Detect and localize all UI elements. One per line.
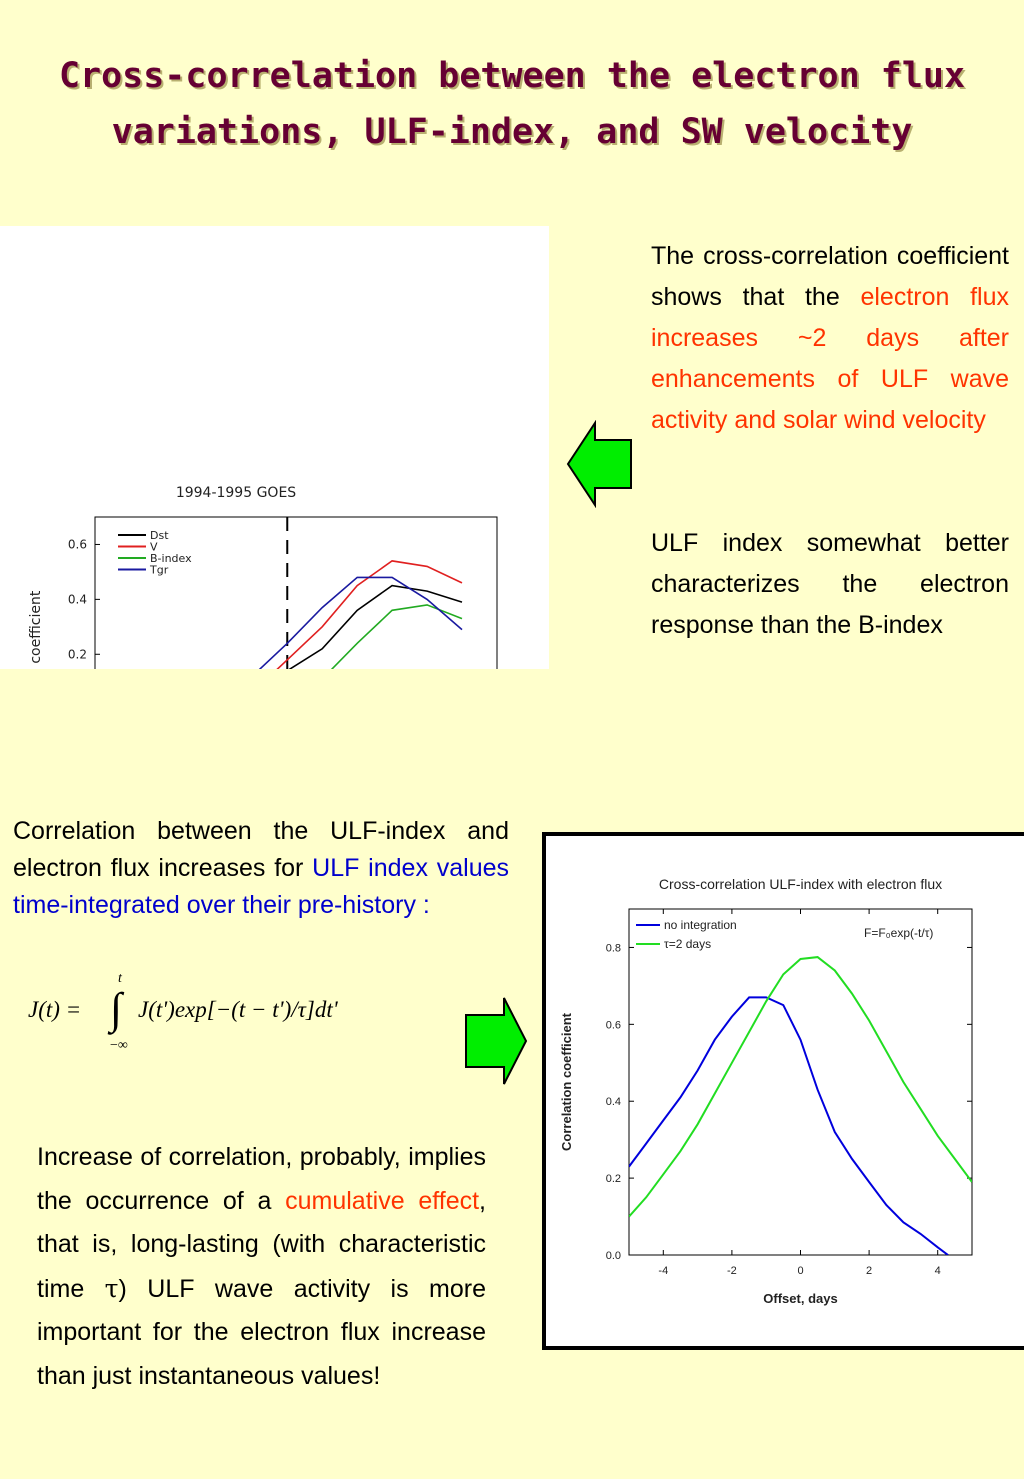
right-arrow-icon xyxy=(465,997,528,1085)
y-axis-label: Correlation coefficient xyxy=(28,590,44,669)
y-axis-label: Correlation coefficient xyxy=(559,1012,574,1151)
y-tick-label: 0.2 xyxy=(606,1173,621,1185)
right-paragraph-1-plain: The cross-correlation coefficient shows … xyxy=(651,242,1009,311)
legend-label: B-index xyxy=(150,552,192,565)
y-tick-label: 0.6 xyxy=(68,537,87,551)
series-line-v xyxy=(276,560,463,669)
formula-rhs: J(t')exp[−(t − t')/τ]dt' xyxy=(138,997,338,1022)
legend-label: no integration xyxy=(664,918,737,932)
left-paragraph-2-a: Increase of correlation, probably, impli… xyxy=(37,1143,486,1215)
chart-goes-svg: 1994-1995 GOES-4-20246-0.4-0.20.00.20.40… xyxy=(28,485,498,669)
series-line-b-index xyxy=(330,604,463,669)
x-tick-label: -4 xyxy=(658,1265,668,1277)
formula-lhs: J(t) = xyxy=(28,997,82,1022)
legend-label: V xyxy=(150,541,158,554)
slide-title-line1: Cross-correlation between the electron f… xyxy=(58,56,966,96)
left-paragraph-1-plain: Correlation between the ULF-index and el… xyxy=(13,817,509,882)
left-paragraph-2-b: , that is, long-lasting (with characteri… xyxy=(37,1186,486,1303)
right-paragraph-2: ULF index somewhat better characterizes … xyxy=(651,529,1009,639)
x-tick-label: 4 xyxy=(935,1265,941,1277)
left-paragraph-2-highlight: cumulative effect xyxy=(285,1186,480,1215)
tau-symbol: τ xyxy=(104,1273,119,1303)
y-tick-label: 0.0 xyxy=(606,1250,621,1262)
integral-upper-limit: t xyxy=(118,971,122,986)
y-tick-label: 0.4 xyxy=(606,1096,621,1108)
slide-title: Cross-correlation between the electron f… xyxy=(0,48,1024,160)
integral-sign: ∫ xyxy=(110,984,123,1033)
x-tick-label: -2 xyxy=(727,1265,737,1277)
x-axis-label: Offset, days xyxy=(763,1291,837,1306)
y-tick-label: 0.6 xyxy=(606,1019,621,1031)
right-paragraph-1-highlight: electron flux increases ~2 days after en… xyxy=(651,283,1010,434)
plot-frame xyxy=(94,516,498,669)
slide-title-line2: variations, ULF-index, and SW velocity xyxy=(111,112,913,152)
left-paragraph-1: Correlation between the ULF-index and el… xyxy=(13,813,509,924)
series-line-dst xyxy=(288,584,463,669)
x-tick-label: 2 xyxy=(866,1265,872,1277)
y-tick-label: 0.8 xyxy=(606,942,621,954)
left-paragraph-2-c: ) ULF wave activity is more important fo… xyxy=(37,1274,486,1390)
left-paragraph-1-highlight: ULF index values time-integrated over th… xyxy=(13,854,510,919)
chart-goes-panel: 1994-1995 GOES-4-20246-0.4-0.20.00.20.40… xyxy=(0,226,549,669)
left-arrow-icon xyxy=(566,420,632,508)
left-paragraph-2: Increase of correlation, probably, impli… xyxy=(37,1136,486,1399)
series-line-no-integration xyxy=(629,996,949,1255)
y-tick-label: 0.4 xyxy=(68,592,87,606)
right-paragraph-1: The cross-correlation coefficient shows … xyxy=(651,236,1009,441)
chart-title: 1994-1995 GOES xyxy=(176,485,296,501)
chart-ulf-svg: Cross-correlation ULF-index with electro… xyxy=(559,876,973,1306)
integral-formula: t ∫ −∞ J(t) = J(t')exp[−(t − t')/τ]dt' xyxy=(28,971,448,1065)
legend-label: τ=2 days xyxy=(664,937,711,951)
y-tick-label: 0.2 xyxy=(68,647,87,661)
legend-label: Tgr xyxy=(149,564,169,577)
series-line-tgr xyxy=(258,576,463,669)
integral-lower-limit: −∞ xyxy=(110,1038,128,1053)
decay-annotation: F=F₀exp(-t/τ) xyxy=(864,926,933,940)
series-line--2-days xyxy=(629,956,972,1218)
legend-label: Dst xyxy=(150,529,169,542)
plot-frame xyxy=(628,908,973,1256)
chart-ulf-panel: Cross-correlation ULF-index with electro… xyxy=(542,832,1024,1350)
x-tick-label: 0 xyxy=(797,1265,803,1277)
chart-title: Cross-correlation ULF-index with electro… xyxy=(659,876,942,892)
